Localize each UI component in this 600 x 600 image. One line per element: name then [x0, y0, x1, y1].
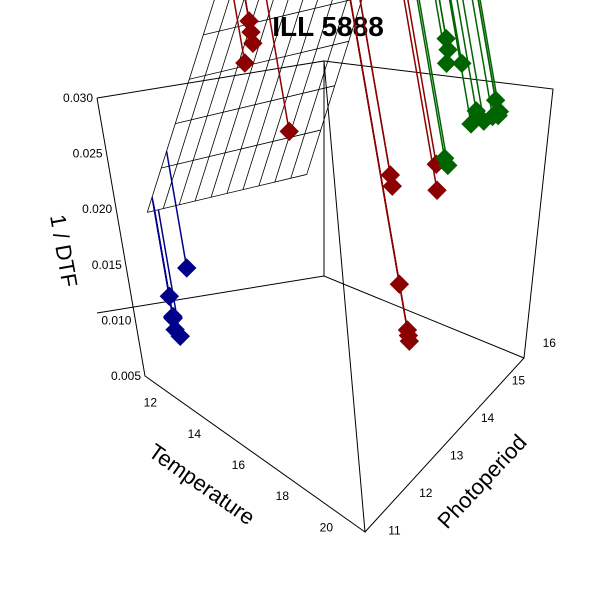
data-point-diamond	[382, 176, 402, 196]
data-point-diamond	[427, 180, 447, 200]
surface-gridline	[274, 0, 333, 183]
data-point-diamond	[466, 101, 486, 121]
residual-line	[462, 0, 485, 122]
residual-line	[450, 0, 463, 64]
residual-line	[471, 0, 494, 117]
surface-gridline	[210, 0, 274, 198]
back-right-panel	[323, 60, 554, 533]
x-tick-label: 20	[320, 520, 334, 534]
data-point-diamond	[389, 274, 410, 294]
data-point-diamond	[241, 22, 261, 42]
residual-line	[233, 0, 246, 64]
y-tick-label: 16	[543, 336, 557, 350]
x-tick-label: 18	[276, 489, 290, 503]
residual-line	[418, 0, 449, 166]
surface-gridline	[226, 0, 289, 194]
z-tick-label: 0.015	[92, 258, 122, 272]
data-point-diamond	[279, 121, 299, 142]
x-tick-label: 12	[144, 396, 158, 410]
z-tick-label: 0.030	[63, 91, 93, 105]
data-point-diamond	[434, 148, 455, 169]
residual-line	[416, 0, 446, 159]
data-point-diamond	[436, 53, 457, 73]
residual-line	[165, 151, 188, 269]
floor-back-edges	[96, 275, 525, 359]
residual-line	[349, 0, 409, 331]
data-point-diamond	[436, 28, 456, 49]
x-axis-label: Temperature	[144, 439, 260, 530]
y-tick-label: 12	[419, 486, 433, 500]
residual-line	[434, 0, 448, 64]
data-point-diamond	[485, 90, 506, 110]
data-point-diamond	[235, 53, 255, 73]
data-point-diamond	[177, 258, 197, 278]
residual-line	[407, 0, 438, 165]
z-tick-label: 0.020	[82, 202, 112, 216]
x-tick-label: 16	[232, 458, 246, 472]
y-tick-label: 11	[388, 524, 401, 538]
x-tick-label: 14	[188, 427, 202, 441]
data-point-diamond	[452, 53, 472, 74]
surface-gridline	[242, 0, 304, 190]
surface-gridline	[146, 0, 215, 213]
z-axis-label: 1 / DTF	[45, 213, 82, 290]
surface-gridline	[258, 0, 318, 186]
residual-line	[477, 0, 497, 101]
residual-line	[359, 0, 394, 187]
data-point-diamond	[165, 319, 185, 340]
y-tick-label: 15	[512, 373, 526, 387]
z-tick-label: 0.010	[101, 313, 131, 327]
y-tick-label: 14	[481, 411, 495, 425]
surface-gridline	[306, 0, 363, 175]
residual-line	[479, 0, 501, 112]
z-tick-label: 0.025	[73, 147, 103, 161]
y-axis-label: Photoperiod	[432, 430, 531, 534]
surface-gridline	[162, 0, 230, 209]
y-tick-label: 13	[450, 449, 464, 463]
data-point-diamond	[159, 286, 180, 306]
z-tick-label: 0.005	[111, 369, 141, 383]
surface-gridline	[290, 0, 348, 179]
residual-line	[456, 0, 477, 112]
surface-gridline	[178, 0, 245, 205]
regression-surface	[146, 0, 363, 213]
residual-line	[349, 0, 401, 285]
residual-line	[403, 0, 438, 191]
data-point-diamond	[397, 320, 418, 340]
residual-line	[265, 0, 290, 132]
axis-ticks: 0.005 0.010 0.015 0.020 0.025 0.030 12 14 16 18 20…	[63, 91, 556, 538]
surface-gridline	[194, 0, 259, 202]
data-points	[159, 11, 510, 351]
